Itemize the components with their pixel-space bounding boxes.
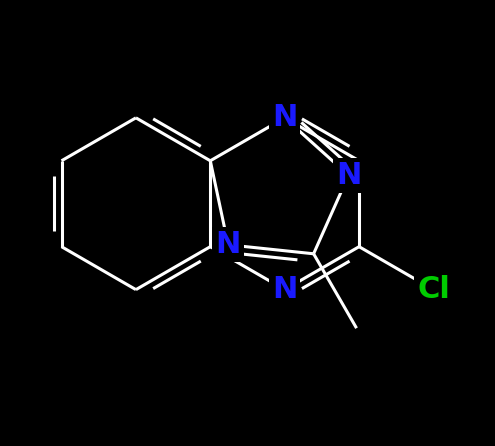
Text: N: N (272, 103, 297, 132)
Text: N: N (336, 161, 361, 190)
Text: Cl: Cl (417, 275, 450, 304)
Text: N: N (272, 275, 297, 304)
Text: N: N (215, 230, 241, 259)
